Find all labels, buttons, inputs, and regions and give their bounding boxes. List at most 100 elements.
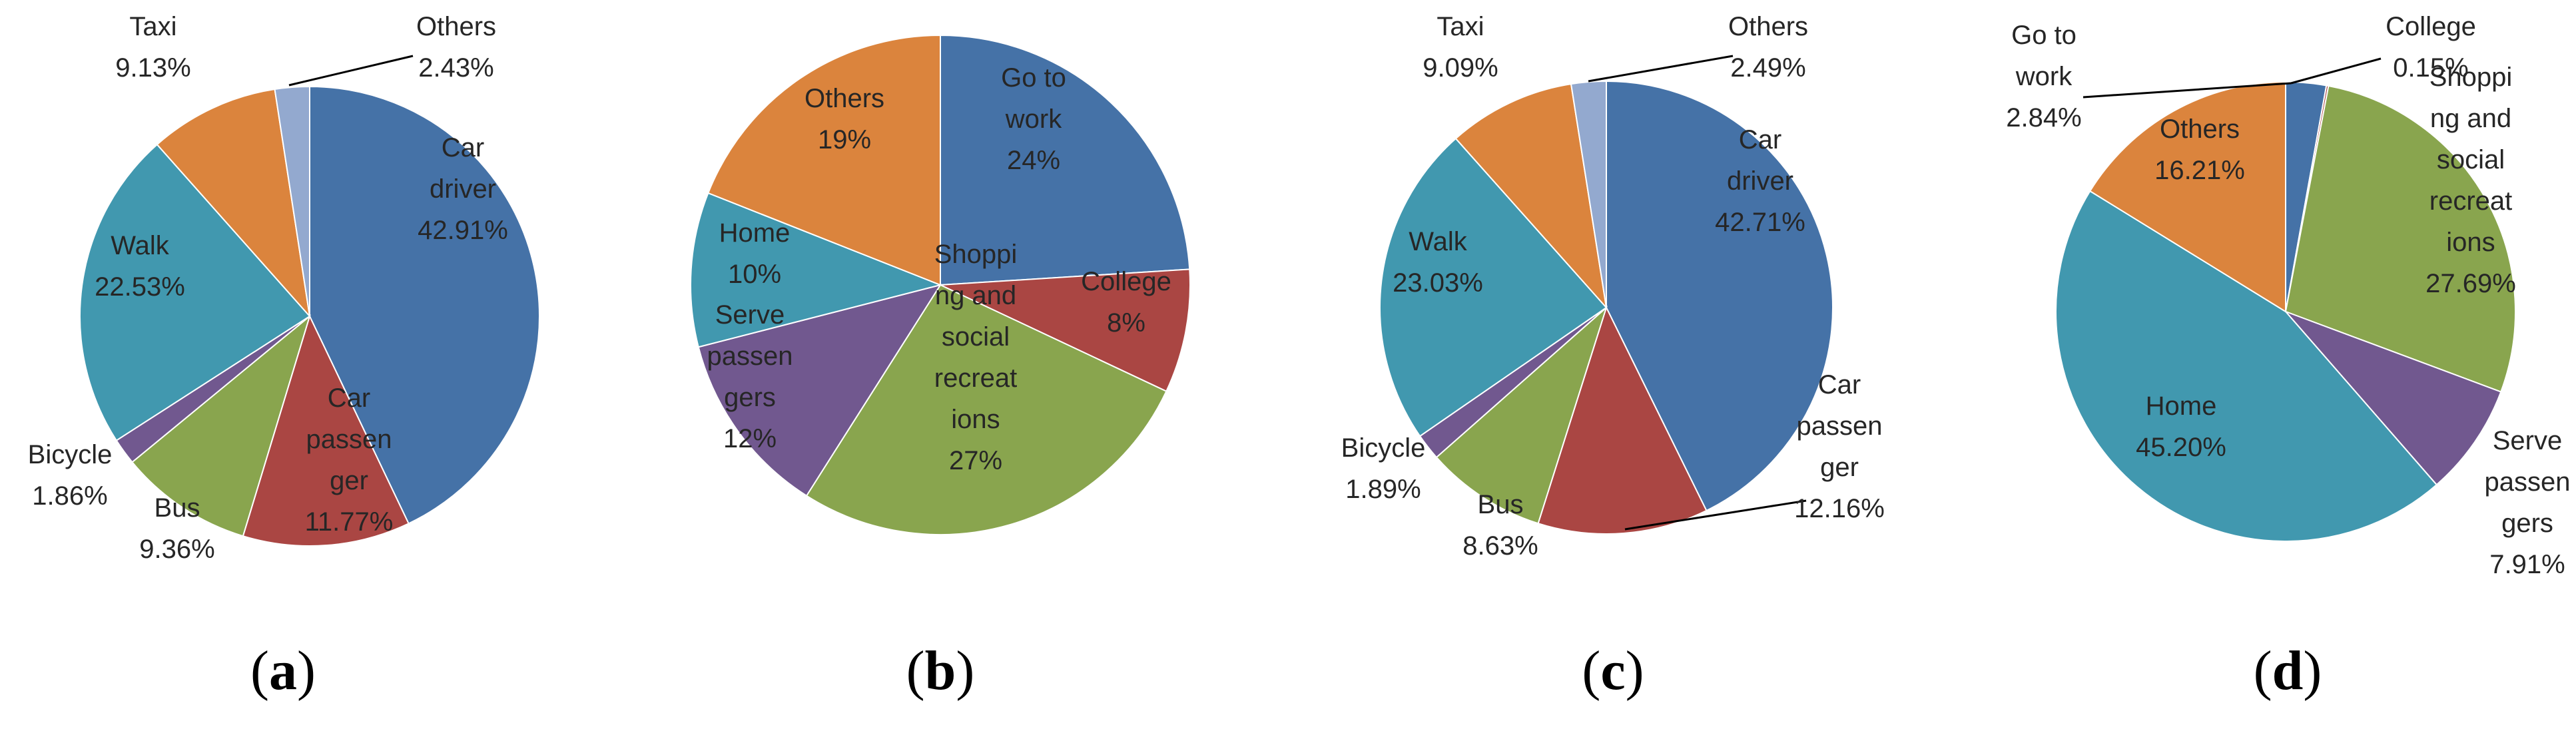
leader-line-a-others (288, 55, 414, 87)
slice-value-text: 8% (1107, 308, 1145, 338)
data-label-b-shopping-and-social-recreations: Shoppi ng and social recreat ions 27% (934, 240, 1018, 475)
data-label-c-bus: Bus 8.63% (1462, 490, 1538, 561)
slice-label-text: Car (442, 133, 484, 162)
leader-line-d-college (2290, 57, 2382, 85)
pie-slice-b-others (707, 34, 941, 286)
slice-label-text: Serve (2493, 426, 2563, 455)
slice-label-text: Shoppi (2429, 63, 2513, 92)
slice-value-text: 22.53% (95, 272, 185, 302)
pie-chart-d: Go to work 2.84% College 0.15%Shoppi ng and so… (2006, 12, 2570, 579)
pie-slice-d-serve-passengers (2285, 311, 2502, 486)
slice-value-text: 0.15% (2393, 53, 2468, 83)
slice-value-text: 11.77% (305, 507, 394, 537)
slice-value-text: 42.71% (1715, 208, 1805, 237)
slice-label-text: Home (2146, 391, 2217, 421)
data-label-a-bicycle: Bicycle 1.86% (28, 440, 113, 511)
data-label-b-home: Home 10% (719, 218, 791, 289)
slice-label-text: Go to (2011, 21, 2077, 50)
slice-label-text: ng and (2430, 104, 2511, 133)
data-label-b-college: College 8% (1081, 267, 1171, 338)
data-label-d-shopping-and-social-recreations: Shoppi ng and social recreat ions 27.69% (2425, 63, 2516, 298)
slice-value-text: 12.16% (1794, 494, 1885, 523)
pie-slice-b-serve-passengers (697, 284, 942, 497)
slice-label-text: Others (416, 12, 496, 41)
data-label-a-car-driver: Car driver 42.91% (418, 133, 508, 245)
slice-label-text: Bus (155, 493, 200, 523)
pie-slice-b-go-to-work (940, 34, 1191, 286)
slice-label-text: recreat (2429, 186, 2513, 216)
slice-value-text: 7.91% (2489, 550, 2565, 579)
data-label-a-walk: Walk 22.53% (95, 231, 185, 302)
slice-value-text: 10% (728, 260, 781, 289)
pie-slice-a-car-passenger (242, 314, 410, 547)
slice-label-text: driver (1727, 166, 1793, 196)
slice-label-text: gers (2501, 509, 2553, 538)
pie-chart-a: Car driver 42.91% Car passen ger 11.77% Bus 9.36… (28, 12, 540, 564)
panel-label-a: (a) (250, 640, 316, 702)
slice-value-text: 2.84% (2006, 103, 2081, 132)
slice-label-text: ions (2446, 228, 2495, 257)
data-label-c-walk: Walk 23.03% (1393, 227, 1483, 298)
pie-charts: Car driver 42.91% Car passen ger 11.77% Bus 9.36… (28, 12, 2571, 579)
slice-value-text: 24% (1007, 146, 1060, 175)
slice-value-text: 45.20% (2136, 433, 2226, 462)
panel-letter-b: b (925, 640, 956, 702)
slice-value-text: 8.63% (1462, 531, 1538, 561)
data-label-c-others: Others 2.49% (1728, 12, 1808, 83)
pie-slice-c-car-passenger (1537, 306, 1708, 535)
slice-label-text: passen (2485, 467, 2571, 497)
pie-slice-b-home (689, 192, 943, 348)
pie-slice-a-bus (131, 314, 311, 537)
slice-value-text: 42.91% (418, 216, 508, 245)
pie-slice-a-walk (79, 143, 311, 441)
data-label-a-car-passenger: Car passen ger 11.77% (305, 383, 394, 537)
data-label-b-others: Others 19% (805, 84, 884, 154)
slice-label-text: work (2015, 62, 2073, 91)
slice-label-text: Walk (111, 231, 169, 260)
slice-label-text: Shoppi (934, 240, 1018, 269)
slice-label-text: driver (430, 174, 496, 204)
data-label-a-bus: Bus 9.36% (139, 493, 214, 564)
slice-label-text: Walk (1409, 227, 1467, 256)
pie-slice-d-others (2089, 81, 2286, 313)
slice-label-text: Others (805, 84, 884, 113)
data-label-c-car-driver: Car driver 42.71% (1715, 125, 1805, 237)
slice-value-text: 1.89% (1345, 475, 1421, 504)
slice-label-text: social (2437, 145, 2505, 174)
pie-chart-c: Car driver 42.71% Car passen ger 12.16% Bus 8.63… (1341, 12, 1885, 561)
data-label-d-serve-passengers: Serve passen gers 7.91% (2485, 426, 2571, 579)
pie-slice-c-walk (1379, 137, 1608, 437)
data-label-c-bicycle: Bicycle 1.89% (1341, 433, 1426, 504)
slice-label-text: gers (724, 383, 776, 412)
slice-label-text: Taxi (1437, 12, 1484, 41)
slice-value-text: 16.21% (2154, 156, 2245, 185)
slice-value-text: 9.36% (139, 535, 214, 564)
slice-label-text: College (2386, 12, 2476, 41)
leader-line-c-others (1588, 55, 1734, 83)
pie-chart-b: Go to work 24% College 8% Shoppi ng and social r… (689, 34, 1191, 535)
slice-value-text: 1.86% (32, 481, 107, 511)
pie-slice-b-shopping-and-social-recreations (805, 284, 1167, 535)
slice-label-text: Home (719, 218, 791, 248)
slice-label-text: Car (1739, 125, 1781, 154)
slice-value-text: 2.43% (418, 53, 493, 83)
pie-slice-d-shopping-and-social-recreations (2284, 85, 2516, 393)
panel-letter-c: c (1600, 640, 1625, 702)
slice-label-text: College (1081, 267, 1171, 296)
slice-value-text: 2.49% (1730, 53, 1805, 83)
slice-label-text: social (942, 322, 1010, 352)
pie-slice-a-others (274, 85, 310, 317)
slice-label-text: passen (707, 342, 793, 371)
leader-line-c-car-passenger (1624, 499, 1807, 531)
slice-label-text: Others (2160, 115, 2240, 144)
slice-value-text: 27.69% (2425, 269, 2516, 298)
slice-label-text: Taxi (129, 12, 176, 41)
data-label-a-taxi: Taxi 9.13% (115, 12, 190, 83)
slice-label-text: passen (1797, 411, 1883, 441)
data-label-d-home: Home 45.20% (2136, 391, 2226, 462)
slice-value-text: 9.13% (115, 53, 190, 83)
pie-slice-c-taxi (1454, 83, 1608, 310)
slice-label-text: Bus (1478, 490, 1524, 519)
slice-value-text: 12% (723, 424, 777, 453)
